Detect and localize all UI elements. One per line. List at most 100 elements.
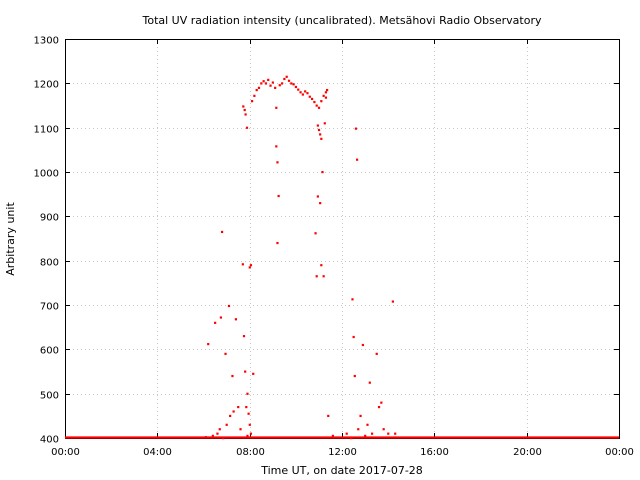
data-point <box>285 75 288 78</box>
data-point <box>364 434 367 437</box>
data-point <box>294 85 298 89</box>
data-point <box>237 405 240 409</box>
data-point <box>320 100 323 103</box>
data-point <box>249 432 253 435</box>
data-point <box>253 94 256 97</box>
data-point <box>247 412 250 415</box>
data-point <box>359 414 362 418</box>
data-point <box>214 321 217 324</box>
data-point <box>229 414 232 418</box>
data-point <box>299 91 302 94</box>
data-point <box>224 352 227 355</box>
data-point <box>248 423 251 426</box>
data-point <box>351 298 354 301</box>
data-point <box>271 81 274 84</box>
data-point <box>320 264 323 267</box>
data-point <box>255 88 258 92</box>
data-point <box>323 122 326 125</box>
data-point <box>267 78 270 81</box>
y-tick-label: 800 <box>40 258 59 269</box>
data-point <box>304 90 307 93</box>
data-point <box>278 84 281 87</box>
data-point <box>225 423 228 426</box>
data-point <box>239 428 242 431</box>
data-point <box>292 83 295 86</box>
data-point <box>231 374 234 378</box>
x-axis-ticks: 00:00 04:00 08:00 12:00 16:00 20:00 00:00 <box>51 39 634 458</box>
data-point <box>324 96 328 99</box>
data-point <box>275 145 278 148</box>
data-point <box>222 437 225 440</box>
data-point <box>283 77 286 81</box>
data-point <box>207 343 210 346</box>
data-point <box>352 335 355 339</box>
data-point <box>219 316 223 319</box>
data-point <box>380 401 383 404</box>
data-point <box>356 158 359 161</box>
data-point <box>382 428 385 431</box>
y-tick-label: 1200 <box>34 80 59 91</box>
data-point <box>327 414 330 418</box>
data-point <box>241 263 244 266</box>
data-point <box>257 86 261 89</box>
data-point <box>277 194 280 198</box>
data-point <box>331 434 334 437</box>
x-tick-label: 20:00 <box>513 447 542 458</box>
data-point <box>301 93 304 96</box>
data-point <box>361 343 364 347</box>
grid-lines <box>65 39 619 438</box>
data-point <box>204 436 208 439</box>
data-point <box>243 108 246 112</box>
data-point <box>211 434 214 437</box>
data-point <box>274 86 277 89</box>
data-point <box>232 410 235 413</box>
data-point <box>316 195 319 198</box>
data-point <box>216 432 219 435</box>
data-point <box>250 100 254 103</box>
y-tick-label: 600 <box>40 346 59 357</box>
data-point <box>276 161 279 164</box>
data-point <box>315 275 318 278</box>
data-point <box>220 230 224 234</box>
data-point <box>391 300 394 303</box>
data-point <box>297 88 300 91</box>
data-point <box>264 82 268 85</box>
data-point <box>322 275 325 278</box>
x-tick-label: 00:00 <box>605 447 634 458</box>
data-point <box>227 304 231 308</box>
data-point <box>262 80 265 83</box>
data-point <box>357 428 360 431</box>
data-point <box>310 97 314 101</box>
data-point <box>244 370 247 373</box>
y-tick-label: 1100 <box>34 125 59 136</box>
data-point <box>242 105 245 108</box>
chart-title: Total UV radiation intensity (uncalibrat… <box>142 14 542 27</box>
x-tick-label: 12:00 <box>328 447 357 458</box>
data-point <box>319 202 322 205</box>
y-axis-ticks: 400 500 600 700 800 900 1000 1100 1200 1300 <box>34 36 619 446</box>
data-point <box>280 82 284 85</box>
data-point <box>321 171 324 174</box>
data-point <box>260 82 263 85</box>
data-points <box>65 75 619 440</box>
data-point <box>345 432 348 435</box>
data-point <box>316 124 319 127</box>
data-point <box>290 82 293 85</box>
data-point <box>308 95 311 98</box>
x-tick-label: 00:00 <box>51 447 80 458</box>
data-point <box>317 128 321 132</box>
data-point <box>366 423 369 426</box>
y-tick-label: 400 <box>40 435 59 446</box>
data-point <box>246 392 249 395</box>
data-point <box>314 232 317 235</box>
x-axis-label: Time UT, on date 2017-07-28 <box>260 464 423 477</box>
data-point <box>252 372 255 375</box>
data-point <box>245 405 248 409</box>
data-point <box>322 94 325 97</box>
data-point <box>319 133 322 136</box>
data-point <box>287 79 291 82</box>
data-point <box>377 405 381 409</box>
data-point <box>275 106 278 109</box>
data-point <box>315 104 318 107</box>
